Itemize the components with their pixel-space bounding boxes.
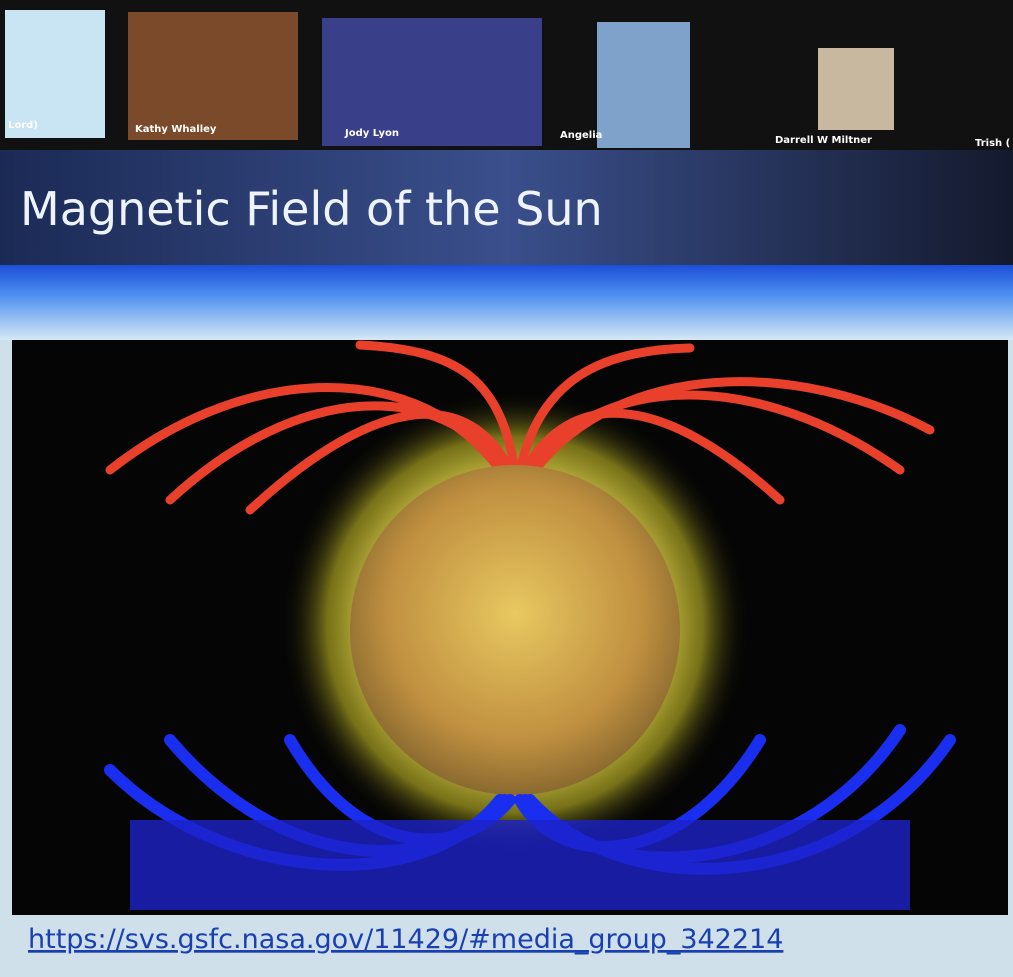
participant-name: Trish ( <box>975 138 1010 149</box>
slide-title: Magnetic Field of the Sun <box>20 182 603 236</box>
participant-name: Kathy Whalley <box>135 124 217 135</box>
video-tile[interactable] <box>597 22 690 148</box>
source-link[interactable]: https://svs.gsfc.nasa.gov/11429/#media_g… <box>28 924 783 955</box>
screen: Lord) Kathy Whalley Jody Lyon Angelia Da… <box>0 0 1013 977</box>
participant-name: Angelia <box>560 130 602 141</box>
video-tile[interactable] <box>128 12 298 140</box>
video-tile[interactable] <box>5 10 105 138</box>
participant-name: Darrell W Miltner <box>775 135 872 146</box>
participant-name: Jody Lyon <box>344 128 399 139</box>
blue-base <box>130 820 910 910</box>
video-tile[interactable] <box>818 48 894 130</box>
sun <box>350 465 680 795</box>
slide-band <box>0 265 1013 340</box>
video-tile[interactable] <box>322 18 542 146</box>
participant-name: Lord) <box>8 120 38 131</box>
participant-strip: Lord) Kathy Whalley Jody Lyon Angelia Da… <box>0 0 1013 155</box>
sun-image <box>12 340 1008 915</box>
